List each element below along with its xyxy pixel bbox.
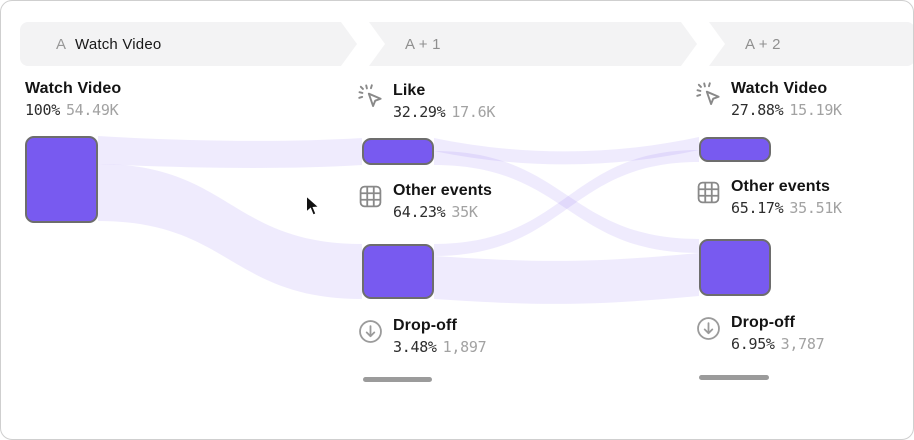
- node-count: 54.49K: [65, 101, 119, 119]
- breadcrumb-step-a1[interactable]: A + 1: [369, 22, 697, 66]
- sankey-node-watch-video-a2[interactable]: [699, 137, 771, 162]
- drop-off-bar-a2[interactable]: [699, 375, 769, 380]
- node-stats: 64.23% 35K: [393, 201, 492, 224]
- node-label-watch-video-a[interactable]: Watch Video 100% 54.49K: [25, 79, 121, 122]
- node-percent: 100%: [25, 101, 60, 119]
- breadcrumb-step-label: A + 2: [745, 35, 781, 53]
- node-stats: 27.88% 15.19K: [731, 99, 842, 122]
- breadcrumb-step-label: Watch Video: [75, 35, 162, 53]
- sankey-node-like[interactable]: [362, 138, 434, 165]
- node-stats: 3.48% 1,897: [393, 336, 487, 359]
- mouse-cursor-icon: [305, 194, 321, 217]
- node-title: Drop-off: [393, 317, 457, 334]
- node-title: Drop-off: [731, 314, 795, 331]
- node-percent: 6.95%: [731, 335, 775, 353]
- drop-off-icon: [695, 315, 722, 342]
- flow-watchvideo-to-like[interactable]: [98, 136, 362, 168]
- node-label-watch-video-a2[interactable]: Watch Video 27.88% 15.19K: [695, 79, 842, 122]
- flow-watchvideo-to-otherevents[interactable]: [98, 164, 362, 299]
- breadcrumb-step-label: A + 1: [405, 35, 441, 53]
- node-percent: 27.88%: [731, 101, 784, 119]
- node-stats: 100% 54.49K: [25, 99, 121, 122]
- node-stats: 65.17% 35.51K: [731, 197, 842, 220]
- node-count: 3,787: [780, 335, 825, 353]
- drop-off-icon: [357, 318, 384, 345]
- flow-otherevents-to-otherevents2[interactable]: [434, 253, 699, 304]
- flow-like-to-watchvideo2[interactable]: [434, 137, 699, 165]
- sankey-node-other-events-a2[interactable]: [699, 239, 771, 296]
- flow-otherevents-to-watchvideo2[interactable]: [434, 150, 699, 256]
- node-percent: 3.48%: [393, 338, 437, 356]
- flow-like-to-otherevents2[interactable]: [434, 151, 699, 253]
- node-title: Like: [393, 82, 426, 99]
- node-percent: 65.17%: [731, 199, 784, 217]
- node-title: Watch Video: [731, 80, 828, 97]
- node-stats: 6.95% 3,787: [731, 333, 825, 356]
- sankey-node-other-events-a1[interactable]: [362, 244, 434, 299]
- drop-off-bar-a1[interactable]: [363, 377, 432, 382]
- click-icon: [357, 83, 384, 110]
- node-label-drop-off-a1[interactable]: Drop-off 3.48% 1,897: [357, 316, 487, 359]
- node-label-other-events-a1[interactable]: Other events 64.23% 35K: [357, 181, 492, 224]
- grid-icon: [357, 183, 384, 210]
- node-title: Other events: [393, 182, 493, 199]
- node-label-other-events-a2[interactable]: Other events 65.17% 35.51K: [695, 177, 842, 220]
- node-percent: 64.23%: [393, 203, 446, 221]
- node-count: 17.6K: [451, 103, 496, 121]
- node-title: Other events: [731, 178, 831, 195]
- node-count: 35K: [451, 203, 478, 221]
- breadcrumb-step-a[interactable]: A Watch Video: [20, 22, 357, 66]
- node-label-drop-off-a2[interactable]: Drop-off 6.95% 3,787: [695, 313, 825, 356]
- sankey-node-watch-video-a[interactable]: [25, 136, 98, 223]
- breadcrumb-step-a2[interactable]: A + 2: [709, 22, 913, 66]
- breadcrumb-step-letter: A: [56, 35, 67, 53]
- node-stats: 32.29% 17.6K: [393, 101, 495, 124]
- node-count: 35.51K: [789, 199, 842, 217]
- node-title: Watch Video: [25, 80, 122, 97]
- click-icon: [695, 81, 722, 108]
- node-count: 1,897: [442, 338, 487, 356]
- node-percent: 32.29%: [393, 103, 446, 121]
- node-count: 15.19K: [789, 101, 842, 119]
- node-label-like[interactable]: Like 32.29% 17.6K: [357, 81, 495, 124]
- grid-icon: [695, 179, 722, 206]
